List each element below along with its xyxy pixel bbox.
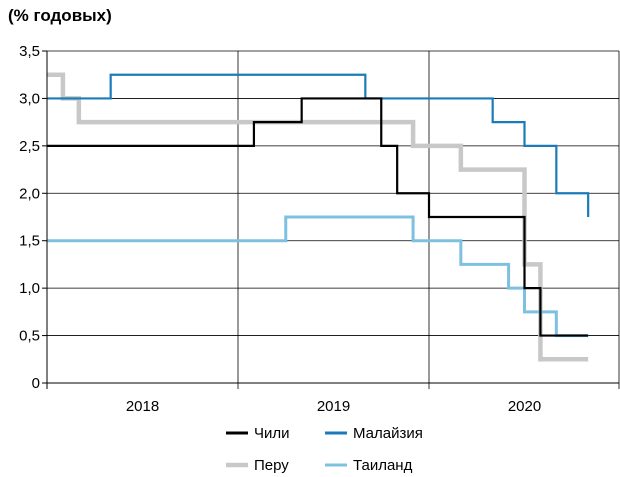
y-tick-label: 0,5	[19, 328, 40, 345]
series-lines	[47, 72, 590, 362]
series-line-Малайзия	[47, 73, 590, 217]
legend-label: Чили	[254, 425, 290, 442]
legend: Чили Малайзия Перу Таиланд	[226, 425, 423, 474]
y-tick-label: 1,0	[19, 280, 40, 297]
x-tick-label: 2020	[508, 398, 541, 415]
series-line-Таиланд	[47, 215, 589, 338]
series-line-Чили	[47, 97, 589, 337]
legend-label: Перу	[254, 457, 289, 474]
gridlines	[47, 50, 620, 389]
x-tick-label: 2019	[317, 398, 350, 415]
axes: 0 0,5 1,0 1,5 2,0 2,5 3,0 3,5 2018 2019 2020	[19, 43, 619, 415]
y-tick-label: 2,0	[19, 185, 40, 202]
y-tick-label: 1,5	[19, 233, 40, 250]
legend-label: Таиланд	[353, 457, 413, 474]
y-unit-label: (% годовых)	[8, 6, 112, 25]
y-tick-label: 2,5	[19, 138, 40, 155]
legend-label: Малайзия	[353, 425, 423, 442]
y-tick-label: 3,5	[19, 43, 40, 60]
x-tick-label: 2018	[126, 398, 159, 415]
y-tick-label: 3,0	[19, 90, 40, 107]
y-tick-label: 0	[32, 375, 40, 392]
